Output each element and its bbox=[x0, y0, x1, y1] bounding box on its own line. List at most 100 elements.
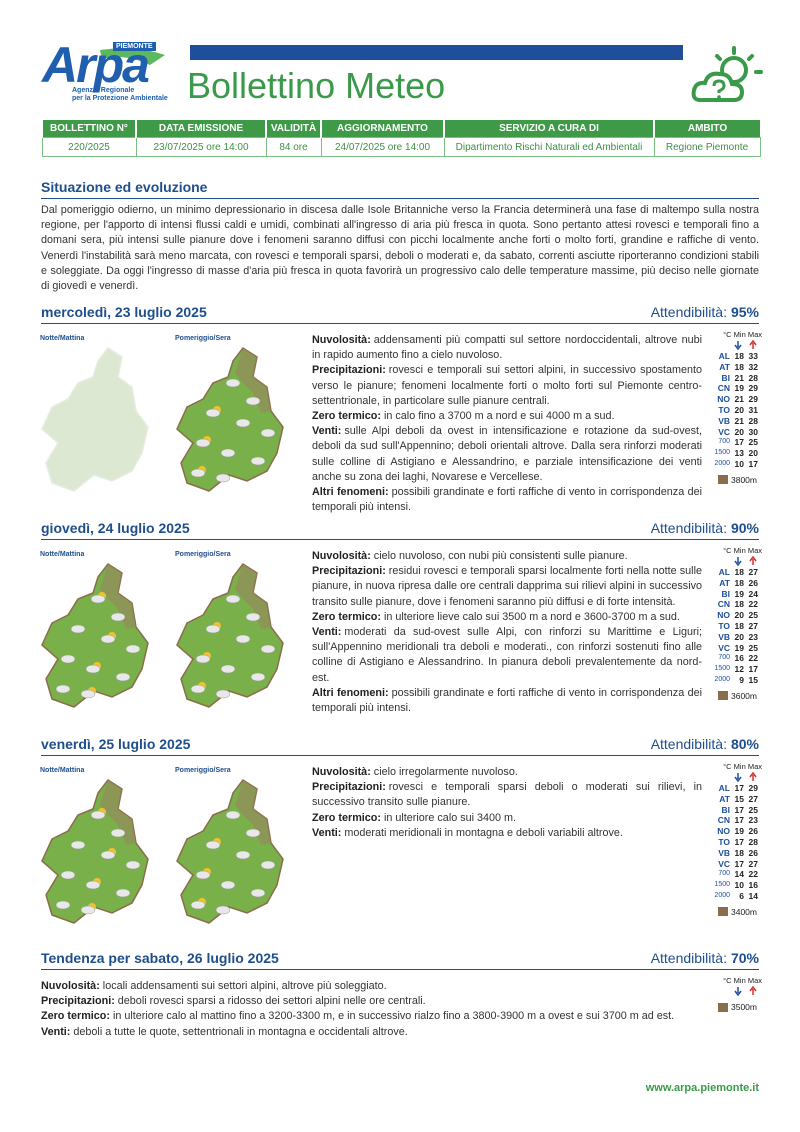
temp-row: CN 17 23 bbox=[712, 815, 762, 826]
forecast-label: Zero termico: bbox=[41, 1010, 110, 1023]
info-header: SERVIZIO A CURA DI bbox=[443, 120, 654, 138]
cloud-icon bbox=[195, 654, 211, 664]
info-header: AMBITO bbox=[653, 120, 760, 138]
region-map bbox=[41, 778, 149, 924]
temp-max: 22 bbox=[748, 653, 758, 664]
temp-min: 18 bbox=[734, 351, 744, 361]
region-map bbox=[176, 778, 284, 924]
cloud-icon bbox=[70, 840, 86, 850]
temperature-table: °C Min Max AL 18 27 AT 18 26 BI 19 24 CN 18 22 NO 20 25… bbox=[712, 546, 762, 701]
temp-min: 15 bbox=[734, 793, 744, 804]
temp-station: TO bbox=[718, 836, 730, 847]
temp-max: 23 bbox=[748, 815, 758, 826]
freezing-level: 3800m bbox=[712, 475, 762, 485]
forecast-text-body: possibili grandinate e forti raffiche di… bbox=[312, 686, 702, 715]
temp-max: 32 bbox=[748, 361, 758, 372]
freezing-level: 3400m bbox=[712, 907, 762, 917]
temp-min: 14 bbox=[734, 869, 744, 880]
cloud-icon bbox=[220, 448, 236, 458]
temp-min: 18 bbox=[734, 620, 744, 631]
forecast-text-body: moderati da sud-ovest sulle Alpi, con ri… bbox=[312, 626, 702, 684]
forecast-label: Zero termico: bbox=[312, 811, 381, 824]
forecast-paragraph: Nuvolosità: cielo irregolarmente nuvoloso… bbox=[312, 765, 702, 780]
title: Bollettino Meteo bbox=[187, 65, 446, 106]
cloud-icon bbox=[60, 870, 76, 880]
reliability-value: 95% bbox=[730, 304, 759, 320]
cloud-icon bbox=[190, 468, 206, 478]
cloud-icon bbox=[225, 810, 241, 820]
temp-station: NO bbox=[717, 610, 730, 621]
logo-mark bbox=[100, 48, 165, 65]
temp-row: TO 18 27 bbox=[712, 621, 762, 632]
region-shape bbox=[41, 778, 149, 924]
temp-row: 700 17 25 bbox=[712, 437, 762, 448]
cloud-icon bbox=[110, 828, 126, 838]
temp-min: 18 bbox=[734, 567, 744, 577]
info-header: VALIDITÀ bbox=[265, 120, 321, 138]
mountain-band bbox=[100, 780, 136, 845]
freezing-value: 3400m bbox=[731, 906, 757, 917]
temp-max: 26 bbox=[748, 847, 758, 858]
freezing-value: 3800m bbox=[731, 474, 757, 485]
temp-station: CN bbox=[717, 815, 730, 826]
forecast-text-body: in ulteriore calo sui 3400 m. bbox=[384, 811, 517, 824]
temp-station: BI bbox=[721, 804, 731, 815]
info-value: 23/07/2025 ore 14:00 bbox=[135, 137, 267, 157]
freezing-level: 3500m bbox=[712, 1002, 762, 1012]
temp-max: 15 bbox=[748, 674, 758, 685]
temp-station: VC bbox=[718, 858, 730, 869]
forecast-label: Nuvolosità: bbox=[41, 980, 100, 992]
temp-row: 700 14 22 bbox=[712, 869, 762, 880]
forecast-text-body: cielo irregolarmente nuvoloso. bbox=[373, 766, 518, 778]
forecast-text-body: rovesci e temporali sui settori alpini, … bbox=[312, 364, 702, 407]
temp-min: 17 bbox=[734, 858, 744, 869]
freezing-icon-bg bbox=[718, 1002, 728, 1012]
temp-min: 20 bbox=[734, 631, 744, 642]
temp-station: AT bbox=[719, 793, 730, 804]
cloud-icon bbox=[220, 880, 236, 890]
temp-min: 17 bbox=[734, 437, 744, 448]
forecast-text: Nuvolosità: cielo irregolarmente nuvoloso… bbox=[312, 765, 702, 841]
cloud-icon bbox=[55, 684, 71, 694]
temp-row: VC 20 30 bbox=[712, 427, 762, 438]
forecast-text-body: addensamenti più compatti sul settore no… bbox=[312, 334, 702, 362]
map-label: Notte/Mattina bbox=[40, 335, 85, 342]
cloud-icon bbox=[250, 672, 266, 682]
info-value: 24/07/2025 ore 14:00 bbox=[320, 137, 445, 157]
temp-station: AL bbox=[718, 567, 730, 577]
temp-min: 21 bbox=[734, 415, 744, 426]
temp-row: VB 20 23 bbox=[712, 632, 762, 643]
map-label: Pomeriggio/Sera bbox=[175, 551, 231, 558]
cloud-icon bbox=[225, 594, 241, 604]
temp-min: 17 bbox=[734, 836, 744, 847]
min-arrow bbox=[734, 557, 742, 567]
temp-max: 28 bbox=[748, 372, 758, 383]
temp-max: 22 bbox=[748, 869, 758, 880]
info-header-row: BOLLETTINO N° DATA EMISSIONE VALIDITÀ AGGIO… bbox=[41, 120, 760, 138]
freezing-icon bbox=[718, 475, 728, 485]
forecast-label: Precipitazioni: bbox=[312, 364, 386, 377]
temp-max: 24 bbox=[748, 588, 758, 599]
logo-line: per la Protezione Ambientale bbox=[72, 95, 168, 102]
temp-station: VC bbox=[718, 642, 730, 653]
region-shape bbox=[41, 562, 149, 708]
temp-max: 22 bbox=[748, 599, 758, 610]
temperature-table: °C Min Max AL 18 33 AT 18 32 BI 21 28 CN 19 29 NO 21 29… bbox=[712, 330, 762, 485]
day-date: mercoledì, 23 luglio 2025 bbox=[41, 304, 207, 320]
reliability-label: Attendibilità: bbox=[650, 736, 727, 752]
temp-max: 29 bbox=[748, 383, 758, 394]
forecast-label: Nuvolosità: bbox=[312, 550, 371, 562]
temp-station: 1500 bbox=[714, 665, 730, 673]
cloud-icon bbox=[90, 810, 106, 820]
freezing-icon bbox=[718, 691, 728, 701]
forecast-label: Nuvolosità: bbox=[312, 766, 371, 778]
temp-station: AT bbox=[719, 361, 730, 372]
temp-station: TO bbox=[718, 404, 730, 415]
temp-max: 29 bbox=[748, 783, 758, 793]
cloud-icon bbox=[80, 689, 96, 699]
temp-station: 700 bbox=[718, 870, 730, 878]
temperature-table: °C Min Max AL 17 29 AT 15 27 BI 17 25 CN 17 23 NO 19 26… bbox=[712, 762, 762, 917]
forecast-text-body: residui rovesci e temporali sparsi local… bbox=[312, 565, 702, 608]
logo-region: PIEMONTE bbox=[113, 42, 156, 51]
